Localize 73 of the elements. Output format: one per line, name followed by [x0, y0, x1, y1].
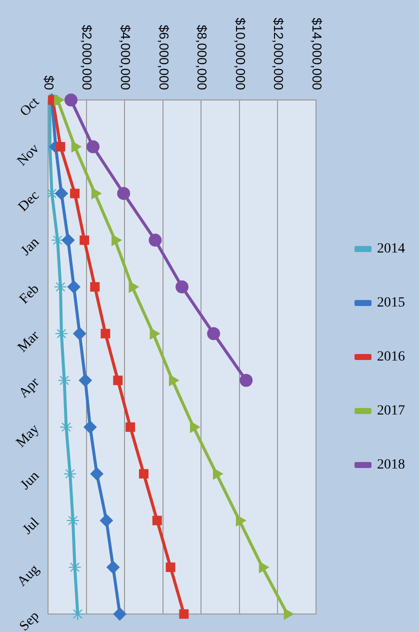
point	[258, 562, 269, 573]
point	[54, 186, 68, 200]
y-tick-label: Jul	[20, 515, 43, 538]
point	[126, 422, 136, 432]
point	[56, 142, 66, 152]
y-tick-label: Aug	[14, 562, 42, 590]
y-tick-label: Sep	[16, 608, 42, 632]
point	[78, 374, 92, 387]
legend-label: 2015	[377, 296, 405, 311]
point	[64, 94, 78, 106]
x-tick-label: $2,000,000	[80, 24, 95, 90]
legend-label: 2017	[377, 404, 405, 419]
point	[67, 280, 80, 294]
point	[106, 560, 120, 574]
x-tick-label: $0	[41, 76, 56, 90]
point	[179, 609, 189, 619]
point	[91, 188, 102, 200]
point	[168, 374, 179, 386]
point	[112, 234, 122, 246]
y-tick-label: May	[14, 422, 42, 451]
legend-label: 2016	[377, 350, 405, 365]
point	[71, 141, 82, 152]
point	[128, 281, 139, 293]
legend-label: 2018	[377, 458, 405, 473]
point	[71, 608, 84, 620]
point	[236, 514, 246, 526]
y-tick-label: Nov	[14, 142, 42, 170]
point	[117, 186, 130, 200]
y-tick-label: Dec	[16, 188, 42, 215]
point	[58, 374, 71, 387]
legend-label: 2014	[377, 242, 405, 257]
point	[51, 234, 64, 247]
point	[138, 469, 148, 479]
y-tick-label: Feb	[16, 282, 42, 308]
y-tick-label: Jun	[18, 468, 42, 493]
point	[100, 514, 113, 528]
point	[113, 376, 123, 386]
point	[148, 234, 162, 247]
point	[80, 235, 90, 245]
x-tick-label: $14,000,000	[309, 18, 324, 90]
point	[100, 328, 110, 338]
point	[207, 327, 220, 340]
point	[90, 467, 104, 480]
point	[152, 516, 162, 526]
point	[62, 234, 75, 247]
point	[150, 328, 160, 340]
point	[113, 608, 126, 620]
point	[240, 374, 253, 387]
point	[54, 327, 68, 340]
x-tick-label: $12,000,000	[271, 18, 286, 90]
point	[70, 188, 80, 198]
point	[212, 468, 223, 480]
point	[86, 140, 100, 154]
y-tick-label: Oct	[18, 94, 43, 120]
y-tick-label: Apr	[16, 374, 43, 402]
x-tick-label: $8,000,000	[194, 24, 210, 90]
y-tick-label: Jan	[18, 235, 42, 259]
point	[84, 420, 97, 434]
point	[66, 514, 80, 528]
x-tick-label: $6,000,000	[156, 24, 172, 90]
point	[73, 327, 86, 340]
point	[68, 560, 82, 574]
point	[60, 420, 73, 434]
point	[190, 421, 200, 433]
x-tick-label: $4,000,000	[118, 24, 134, 90]
point	[284, 608, 294, 620]
point	[166, 562, 176, 572]
x-tick-label: $10,000,000	[232, 18, 248, 90]
y-tick-label: Mar	[15, 328, 43, 356]
point	[64, 467, 77, 480]
point	[176, 280, 189, 294]
point	[54, 280, 67, 294]
point	[90, 282, 100, 292]
